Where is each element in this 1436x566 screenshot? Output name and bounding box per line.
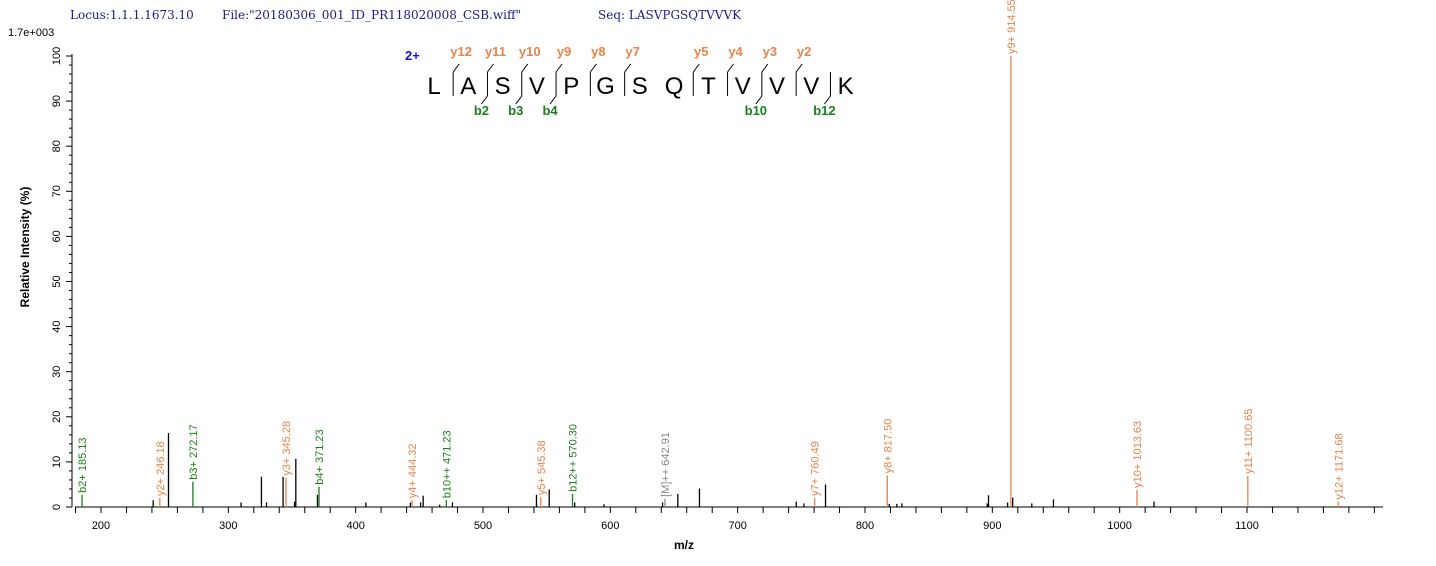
fragment-marker (515, 95, 523, 105)
sequence-label: Seq: LASVPGSQTVVVK (598, 8, 742, 22)
peak-label: b4+ 371.23 (314, 429, 326, 484)
b-ion-label: b12 (813, 103, 835, 118)
y-tick-label: 70 (51, 185, 63, 197)
fragment-marker (549, 95, 557, 105)
x-tick-label: 1000 (1107, 520, 1131, 532)
peak-label: y7+ 760.49 (810, 441, 822, 496)
peak-label: y10+ 1013.63 (1132, 421, 1144, 488)
y-ion-label: y4 (728, 44, 743, 59)
y-axis-title: Relative Intensity (%) (18, 187, 32, 308)
x-tick-label: 500 (474, 520, 492, 532)
x-tick-label: 900 (983, 520, 1001, 532)
fragment-marker (624, 63, 632, 73)
y-ion-label: y3 (763, 44, 777, 59)
y-tick-label: 30 (51, 366, 63, 378)
peak-label: b3+ 272.17 (188, 424, 200, 479)
b-ion-label: b3 (508, 103, 523, 118)
x-tick-label: 300 (219, 520, 237, 532)
locus-label: Locus:1.1.1.1673.10 (70, 8, 194, 22)
residue-letter: A (460, 73, 476, 100)
peak-label: [M]++ 642.91 (660, 432, 672, 497)
peak-label: b2+ 185.13 (77, 437, 89, 492)
x-axis-title: m/z (674, 538, 694, 552)
max-intensity-label: 1.7e+003 (8, 27, 54, 39)
peak-label: y12+ 1171.68 (1333, 433, 1345, 499)
fragment-marker (755, 95, 763, 105)
residue-letter: P (563, 73, 579, 100)
peak-label: y3+ 345.28 (281, 421, 293, 476)
y-tick-label: 90 (51, 95, 63, 107)
residue-letter: V (803, 73, 819, 100)
residue-letter: S (632, 73, 648, 100)
charge-state-label: 2+ (405, 48, 420, 63)
peak-label: y4+ 444.32 (407, 443, 419, 498)
b-ion-label: b10 (745, 103, 767, 118)
y-ion-label: y12 (450, 44, 472, 59)
residue-letter: V (769, 73, 785, 100)
y-ion-label: y8 (591, 44, 605, 59)
fragment-marker (487, 63, 494, 73)
peak-label: y5+ 545.38 (536, 440, 548, 495)
fragment-marker (727, 63, 734, 73)
y-ion-label: y5 (694, 44, 708, 59)
y-ion-label: y2 (797, 44, 811, 59)
y-ion-label: y11 (485, 44, 506, 59)
fragment-marker (452, 63, 460, 73)
fragment-marker (824, 95, 831, 105)
x-tick-label: 1100 (1235, 520, 1259, 532)
residue-letter: V (735, 73, 751, 100)
fragment-marker (692, 63, 700, 73)
residue-letter: G (596, 73, 615, 100)
peak-label: y2+ 246.18 (155, 441, 167, 496)
peak-label: y9+ 914.55 (1006, 0, 1018, 54)
y-ion-label: y9 (557, 44, 571, 59)
b-ion-label: b2 (474, 103, 489, 118)
x-tick-label: 600 (601, 520, 619, 532)
fragment-marker (521, 63, 529, 73)
peak-label: b12++ 570.30 (568, 424, 580, 492)
y-tick-label: 50 (51, 275, 63, 287)
y-tick-label: 20 (51, 411, 63, 423)
peak-label: b10++ 471.23 (441, 430, 453, 498)
y-tick-label: 40 (51, 320, 63, 332)
y-tick-label: 100 (51, 47, 63, 65)
peak-label: y11+ 1100.65 (1243, 409, 1255, 474)
peak-label: y8+ 817.50 (882, 419, 894, 474)
y-tick-label: 10 (51, 456, 63, 468)
x-tick-label: 700 (728, 520, 746, 532)
y-ion-label: y7 (625, 44, 639, 59)
residue-letter: K (838, 73, 854, 100)
residue-letter: S (495, 73, 511, 100)
y-ion-label: y10 (519, 44, 541, 59)
x-tick-label: 800 (856, 520, 874, 532)
fragment-marker (555, 63, 563, 73)
fragment-marker (481, 95, 488, 105)
fragment-marker (589, 63, 597, 73)
b-ion-label: b4 (542, 103, 558, 118)
fragment-marker (761, 63, 769, 73)
residue-letter: T (701, 73, 716, 100)
residue-letter: L (427, 73, 440, 100)
y-tick-label: 80 (51, 140, 63, 152)
y-tick-label: 60 (51, 230, 63, 242)
file-label: File:"20180306_001_ID_PR118020008_CSB.wi… (222, 8, 521, 22)
y-tick-label: 0 (51, 504, 63, 510)
x-tick-label: 200 (92, 520, 110, 532)
residue-letter: V (529, 73, 545, 100)
fragment-marker (795, 63, 803, 73)
residue-letter: Q (665, 73, 684, 100)
x-tick-label: 400 (346, 520, 364, 532)
